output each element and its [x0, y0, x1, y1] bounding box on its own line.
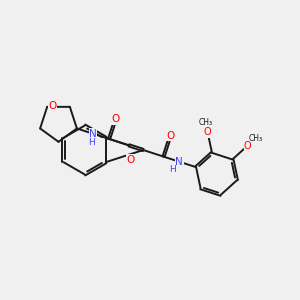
- Text: CH₃: CH₃: [248, 134, 262, 143]
- Text: O: O: [204, 128, 212, 137]
- Text: O: O: [48, 101, 57, 111]
- Text: N: N: [175, 157, 183, 167]
- Text: O: O: [244, 140, 252, 151]
- Text: O: O: [166, 131, 174, 141]
- Text: N: N: [89, 129, 97, 139]
- Text: CH₃: CH₃: [199, 118, 213, 127]
- Text: O: O: [111, 114, 120, 124]
- Text: H: H: [88, 138, 95, 147]
- Text: O: O: [126, 155, 134, 165]
- Text: H: H: [169, 165, 176, 174]
